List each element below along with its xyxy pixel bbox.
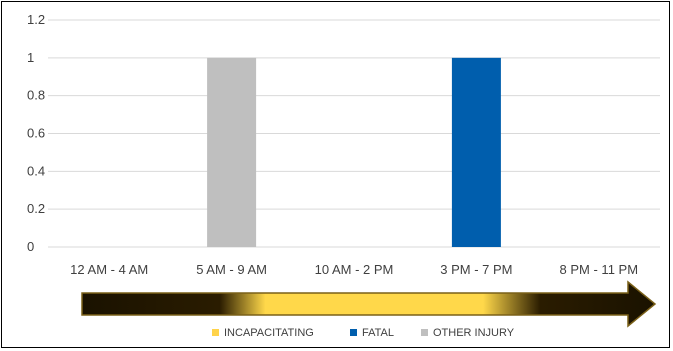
bar-fatal (451, 57, 501, 248)
legend-swatch (212, 329, 219, 336)
legend-item: OTHER INJURY (421, 327, 515, 339)
timeline-arrow (81, 280, 657, 328)
legend-label: OTHER INJURY (433, 327, 515, 339)
x-tick-label: 3 PM - 7 PM (440, 262, 512, 277)
y-axis-ticks: 0 0.2 0.4 0.6 0.8 1 1.2 (27, 12, 45, 254)
x-tick-label: 10 AM - 2 PM (315, 262, 394, 277)
x-axis-ticks: 12 AM - 4 AM 5 AM - 9 AM 10 AM - 2 PM 3 PM … (70, 262, 638, 277)
y-tick-label: 0.4 (27, 163, 45, 178)
bar-other-injury (207, 57, 257, 248)
bars (207, 57, 501, 248)
x-tick-label: 12 AM - 4 AM (70, 262, 148, 277)
y-tick-label: 0.6 (27, 126, 45, 141)
legend-label: INCAPACITATING (224, 327, 314, 339)
legend-item: FATAL (350, 327, 394, 339)
x-tick-label: 5 AM - 9 AM (196, 262, 267, 277)
x-tick-label: 8 PM - 11 PM (560, 262, 639, 277)
y-tick-label: 0.8 (27, 88, 45, 103)
legend-label: FATAL (362, 327, 394, 339)
legend: INCAPACITATING FATAL OTHER INJURY (212, 327, 515, 339)
y-tick-label: 1.2 (27, 12, 45, 27)
gridlines (48, 19, 660, 248)
legend-item: INCAPACITATING (212, 327, 314, 339)
y-tick-label: 0.2 (27, 201, 45, 216)
legend-swatch (350, 329, 357, 336)
y-tick-label: 1 (27, 50, 34, 65)
y-tick-label: 0 (27, 239, 34, 254)
legend-swatch (421, 329, 428, 336)
